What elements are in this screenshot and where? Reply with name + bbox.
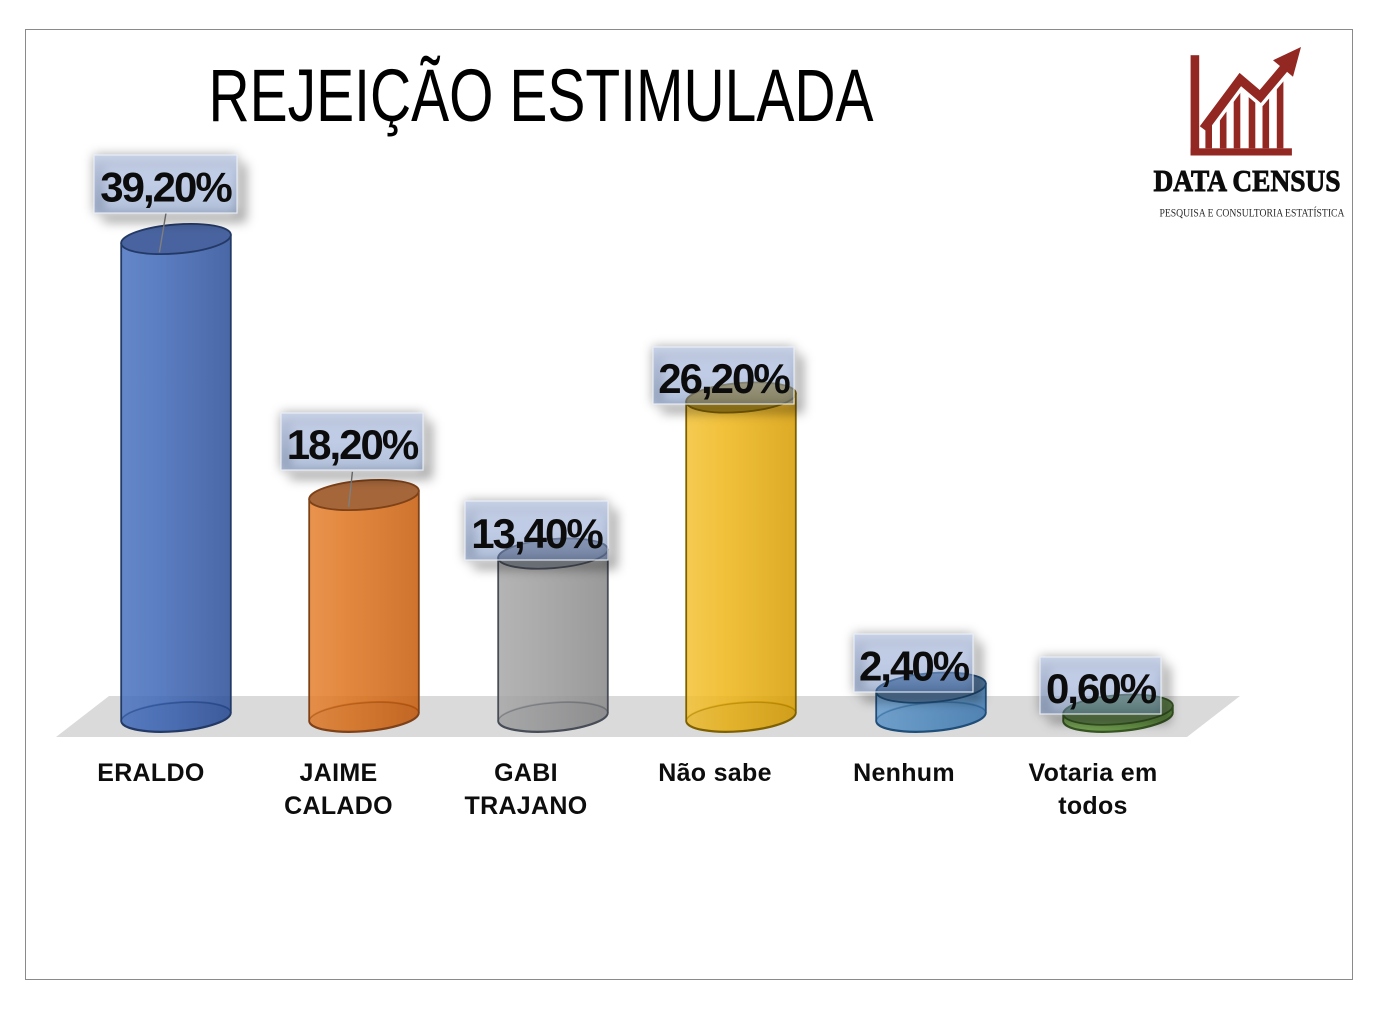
svg-text:GABI: GABI [494,759,558,787]
svg-text:todos: todos [1058,792,1128,820]
svg-text:2,40%: 2,40% [859,643,970,690]
svg-text:13,40%: 13,40% [471,510,603,557]
svg-text:ERALDO: ERALDO [97,759,204,787]
svg-text:Não sabe: Não sabe [658,759,772,787]
svg-text:CALADO: CALADO [284,792,393,820]
svg-text:0,60%: 0,60% [1046,665,1157,712]
svg-text:JAIME: JAIME [300,759,378,787]
svg-text:18,20%: 18,20% [287,421,419,468]
svg-text:TRAJANO: TRAJANO [465,792,588,820]
svg-text:39,20%: 39,20% [100,164,232,211]
svg-text:Nenhum: Nenhum [853,759,955,787]
svg-text:DATA CENSUS: DATA CENSUS [1154,163,1341,198]
svg-text:Votaria em: Votaria em [1029,759,1158,787]
svg-text:REJEIÇÃO ESTIMULADA: REJEIÇÃO ESTIMULADA [209,54,874,137]
svg-text:26,20%: 26,20% [658,355,790,402]
svg-text:PESQUISA E CONSULTORIA ESTATÍS: PESQUISA E CONSULTORIA ESTATÍSTICA [1160,206,1345,220]
